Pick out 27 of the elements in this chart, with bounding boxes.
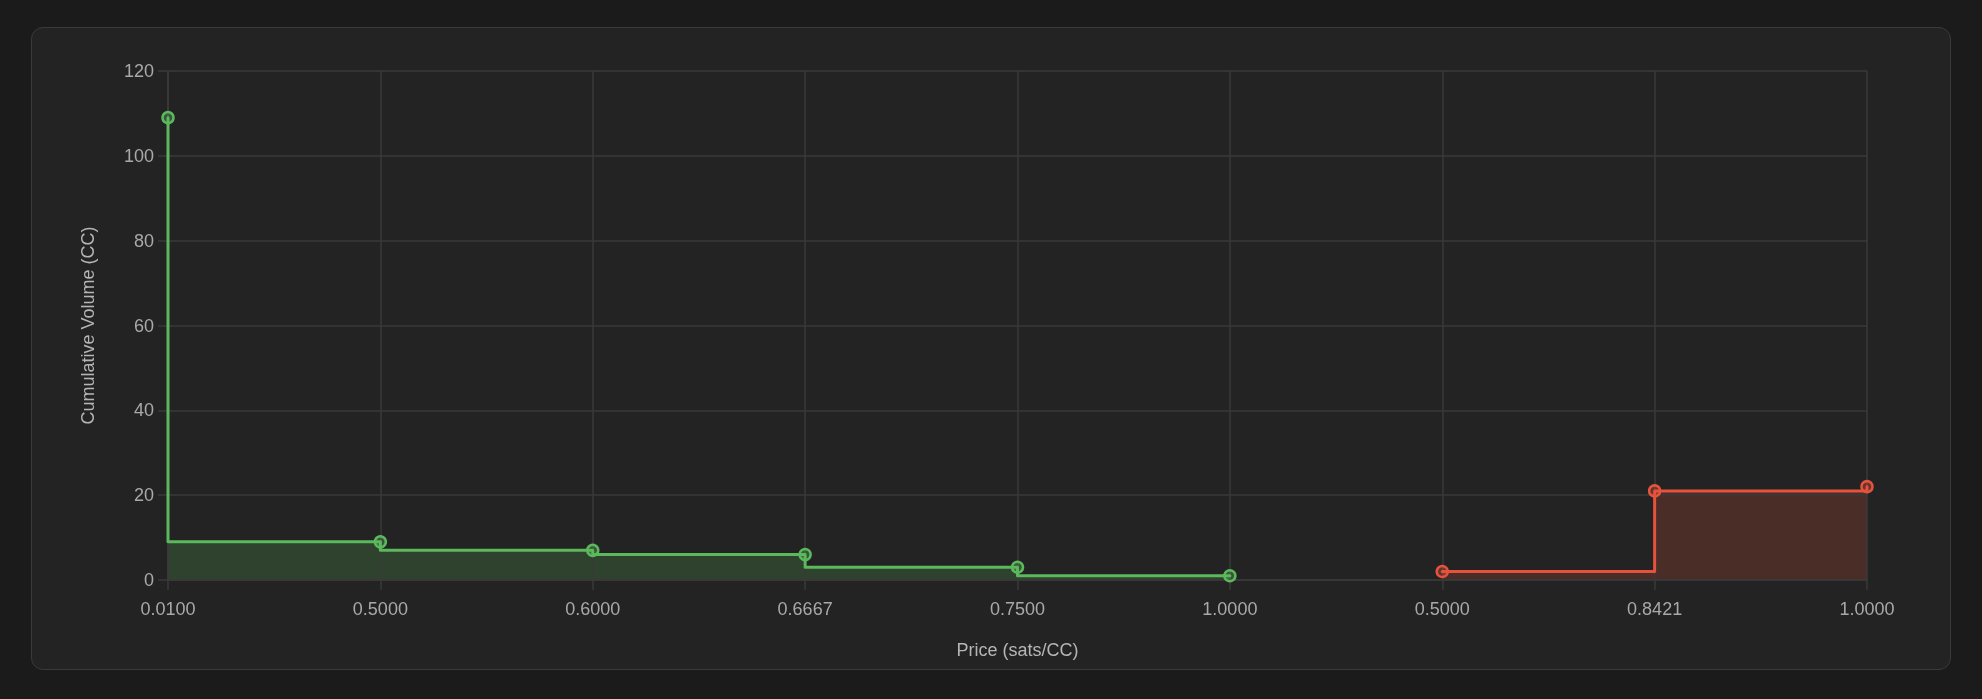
- x-tick-label: 1.0000: [1202, 599, 1258, 619]
- x-axis-title: Price (sats/CC): [956, 640, 1079, 660]
- y-tick-label: 120: [123, 61, 154, 81]
- point: [373, 535, 388, 549]
- x-tick-label: 0.6000: [565, 599, 621, 619]
- y-axis-title: Cumulative Volume (CC): [78, 226, 98, 425]
- point: [1647, 484, 1662, 498]
- x-tick-label: 0.5000: [1414, 599, 1470, 619]
- y-tick-label: 40: [133, 400, 154, 421]
- point: [1010, 560, 1025, 575]
- y-tick-label: 60: [133, 315, 154, 336]
- x-tick-label: 0.5000: [352, 599, 408, 619]
- point: [1223, 569, 1237, 583]
- x-tick-label: 0.8421: [1627, 599, 1683, 619]
- x-tick-label: 0.0100: [140, 599, 196, 619]
- x-tick-label: 0.6667: [777, 599, 833, 619]
- point: [1860, 479, 1874, 494]
- y-tick-label: 80: [133, 230, 154, 251]
- x-tick-label: 0.7500: [989, 599, 1046, 619]
- point: [1435, 564, 1449, 579]
- y-tick-label: 100: [123, 145, 154, 166]
- y-tick-label: 20: [133, 485, 154, 506]
- point: [586, 543, 600, 558]
- point: [798, 547, 812, 562]
- y-tick-label: 0: [143, 570, 154, 590]
- x-tick-label: 1.0000: [1839, 599, 1895, 619]
- point: [161, 110, 175, 125]
